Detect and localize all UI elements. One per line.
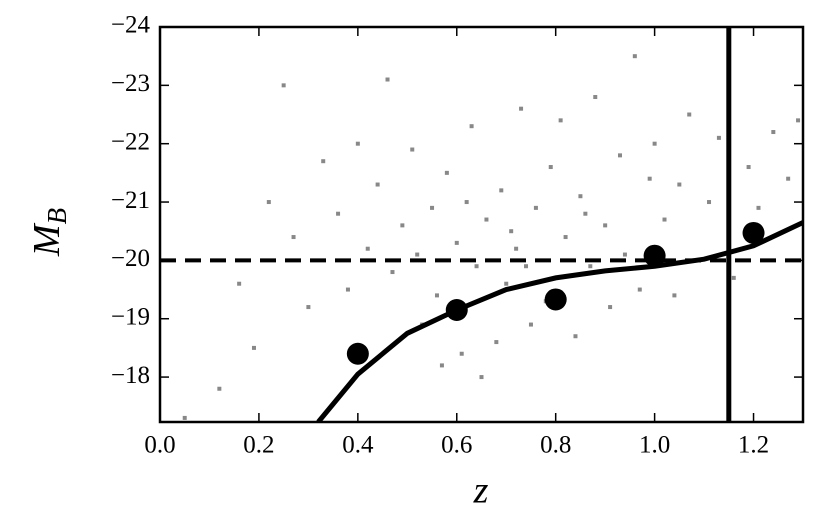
scatter-point <box>385 77 390 82</box>
x-tick-label: 0.8 <box>540 432 571 459</box>
y-tick-label: −21 <box>111 187 150 214</box>
y-tick-label: −24 <box>111 12 151 39</box>
x-tick-label: 0.2 <box>243 432 274 459</box>
scatter-point <box>771 130 776 135</box>
scatter-point <box>504 281 509 286</box>
x-tick-label: 0.6 <box>441 432 472 459</box>
scatter-point <box>519 106 524 111</box>
scatter-point <box>672 293 677 298</box>
scatter-point <box>251 345 256 350</box>
binned-point <box>544 288 567 311</box>
x-tick-label: 0.0 <box>144 432 175 459</box>
scatter-point <box>454 240 459 245</box>
binned-point <box>643 244 666 267</box>
scatter-point <box>439 363 444 368</box>
scatter-point <box>469 124 474 129</box>
scatter-point <box>266 200 271 205</box>
binned-point <box>445 298 468 321</box>
scatter-point <box>464 200 469 205</box>
scatter-point <box>687 112 692 117</box>
scatter-point <box>578 194 583 199</box>
y-tick-label: −19 <box>111 303 150 330</box>
scatter-point <box>716 135 721 140</box>
scatter-point <box>514 246 519 251</box>
scatter-point <box>321 159 326 164</box>
scatter-point <box>355 141 360 146</box>
scatter-point <box>548 165 553 170</box>
scatter-point <box>573 334 578 339</box>
scatter-point <box>588 264 593 269</box>
y-axis-label: MB <box>26 208 72 257</box>
scatter-point <box>662 217 667 222</box>
scatter-point <box>499 188 504 193</box>
scatter-point <box>637 287 642 292</box>
scatter-point <box>677 182 682 187</box>
scatter-point <box>617 153 622 158</box>
scatter-point <box>430 205 435 210</box>
scatter-point <box>217 386 222 391</box>
scatter-point <box>632 54 637 59</box>
scatter-point <box>390 270 395 275</box>
scatter-point <box>786 176 791 181</box>
scatter-point <box>707 200 712 205</box>
scatter-point <box>345 287 350 292</box>
plot-area <box>160 27 803 422</box>
scatter-point <box>336 211 341 216</box>
y-tick-label: −20 <box>111 245 150 272</box>
scatter-point <box>647 176 652 181</box>
scatter-point <box>494 340 499 345</box>
x-tick-label: 1.2 <box>738 432 769 459</box>
y-axis-label-main: M <box>26 222 68 257</box>
plot-frame <box>158 25 805 424</box>
x-tick-label: 1.0 <box>639 432 670 459</box>
x-tick-label: 0.4 <box>342 432 374 459</box>
scatter-point <box>746 165 751 170</box>
scatter-point <box>558 118 563 123</box>
x-axis-label: z <box>473 470 489 512</box>
y-tick-label: −18 <box>111 362 150 389</box>
scatter-point <box>583 211 588 216</box>
scatter-point <box>652 141 657 146</box>
scatter-point <box>415 252 420 257</box>
scatter-point <box>474 264 479 269</box>
scatter-point <box>237 281 242 286</box>
scatter-point <box>434 293 439 298</box>
scatter-point <box>365 246 370 251</box>
scatter-point <box>281 83 286 88</box>
scatter-point <box>484 217 489 222</box>
scatter-point <box>375 182 380 187</box>
scatter-point <box>593 95 598 100</box>
scatter-point <box>603 223 608 228</box>
binned-point <box>742 221 765 244</box>
y-tick-label: −23 <box>111 70 150 97</box>
scatter-point <box>731 275 736 280</box>
scatter-point <box>622 252 627 257</box>
scatter-point <box>306 305 311 310</box>
y-tick-label: −22 <box>111 128 150 155</box>
scatter-point <box>608 305 613 310</box>
scatter-point <box>291 235 296 240</box>
scatter-point <box>410 147 415 152</box>
scatter-point <box>533 205 538 210</box>
scatter-point <box>479 375 484 380</box>
binned-point <box>346 342 369 365</box>
scatter-point <box>528 322 533 327</box>
curve-line <box>316 220 803 422</box>
scatter-point <box>400 223 405 228</box>
scatter-point <box>459 351 464 356</box>
y-axis-label-sub: B <box>42 208 72 225</box>
scatter-point <box>563 235 568 240</box>
scatter-point <box>756 205 761 210</box>
scatter-point <box>444 170 449 175</box>
scatter-point <box>796 118 801 123</box>
scatter-point <box>524 264 529 269</box>
scatter-point <box>509 229 514 234</box>
scatter-point <box>182 415 187 420</box>
